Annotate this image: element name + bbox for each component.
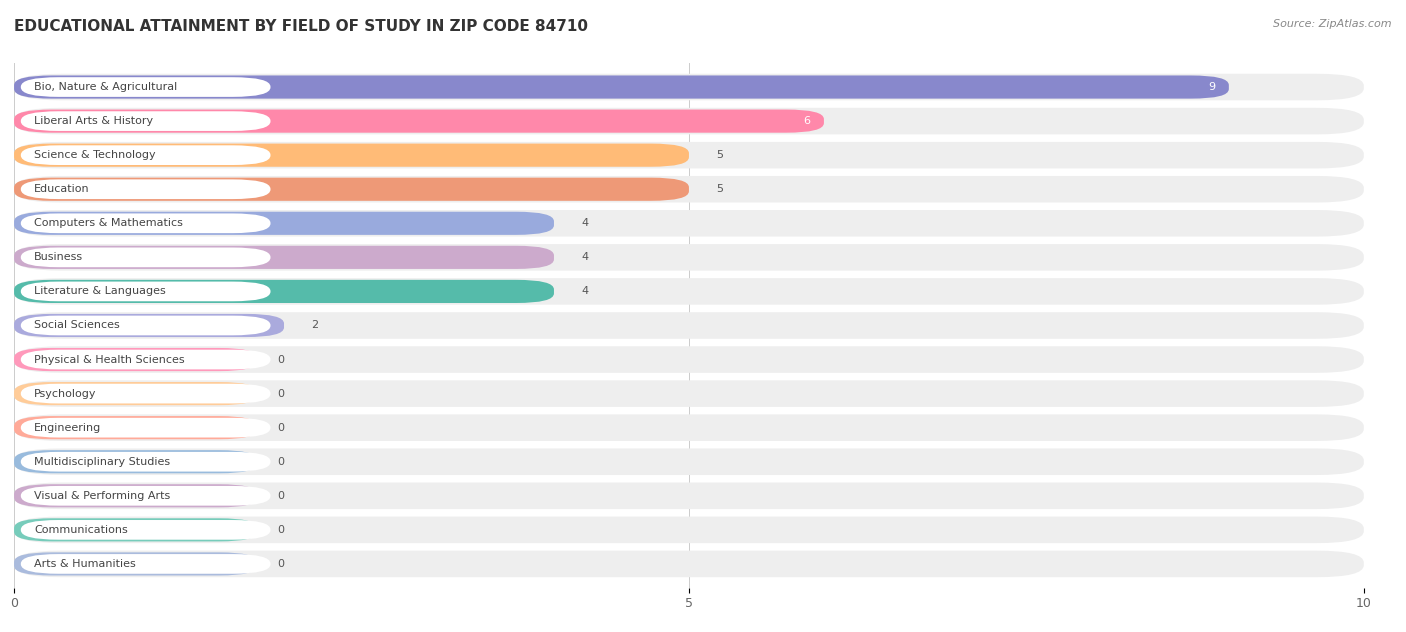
FancyBboxPatch shape [14,176,1364,202]
FancyBboxPatch shape [21,520,270,540]
FancyBboxPatch shape [14,142,1364,169]
Text: 5: 5 [716,150,723,160]
FancyBboxPatch shape [14,348,257,371]
Text: EDUCATIONAL ATTAINMENT BY FIELD OF STUDY IN ZIP CODE 84710: EDUCATIONAL ATTAINMENT BY FIELD OF STUDY… [14,19,588,34]
FancyBboxPatch shape [14,246,554,269]
Text: Multidisciplinary Studies: Multidisciplinary Studies [34,457,170,466]
FancyBboxPatch shape [21,111,270,131]
Text: 4: 4 [581,252,588,262]
Text: Education: Education [34,185,90,194]
Text: 5: 5 [716,185,723,194]
FancyBboxPatch shape [21,418,270,437]
FancyBboxPatch shape [21,554,270,574]
Text: 0: 0 [277,389,284,399]
Text: 0: 0 [277,423,284,433]
FancyBboxPatch shape [14,416,257,439]
Text: Source: ZipAtlas.com: Source: ZipAtlas.com [1274,19,1392,29]
FancyBboxPatch shape [14,278,1364,305]
FancyBboxPatch shape [21,77,270,97]
FancyBboxPatch shape [14,210,1364,236]
Text: 6: 6 [803,116,810,126]
Text: Visual & Performing Arts: Visual & Performing Arts [34,491,170,501]
Text: Communications: Communications [34,525,128,535]
Text: Social Sciences: Social Sciences [34,320,120,331]
FancyBboxPatch shape [14,482,1364,509]
FancyBboxPatch shape [14,550,1364,577]
FancyBboxPatch shape [21,349,270,369]
FancyBboxPatch shape [21,452,270,471]
FancyBboxPatch shape [21,179,270,199]
FancyBboxPatch shape [14,212,554,235]
FancyBboxPatch shape [14,484,257,507]
Text: Engineering: Engineering [34,423,101,433]
FancyBboxPatch shape [14,346,1364,373]
FancyBboxPatch shape [14,382,257,405]
FancyBboxPatch shape [14,244,1364,270]
FancyBboxPatch shape [14,178,689,201]
Text: 4: 4 [581,218,588,228]
FancyBboxPatch shape [14,109,824,133]
FancyBboxPatch shape [14,108,1364,135]
Text: 0: 0 [277,525,284,535]
FancyBboxPatch shape [14,516,1364,543]
Text: Psychology: Psychology [34,389,97,399]
Text: Arts & Humanities: Arts & Humanities [34,559,136,569]
FancyBboxPatch shape [14,518,257,542]
FancyBboxPatch shape [21,486,270,506]
FancyBboxPatch shape [21,282,270,301]
Text: Bio, Nature & Agricultural: Bio, Nature & Agricultural [34,82,177,92]
FancyBboxPatch shape [21,214,270,233]
FancyBboxPatch shape [14,552,257,576]
Text: 0: 0 [277,355,284,365]
FancyBboxPatch shape [14,415,1364,441]
FancyBboxPatch shape [14,312,1364,339]
Text: 2: 2 [311,320,318,331]
Text: 0: 0 [277,559,284,569]
Text: 0: 0 [277,457,284,466]
FancyBboxPatch shape [14,449,1364,475]
Text: Computers & Mathematics: Computers & Mathematics [34,218,183,228]
FancyBboxPatch shape [14,280,554,303]
FancyBboxPatch shape [21,315,270,336]
Text: Science & Technology: Science & Technology [34,150,156,160]
FancyBboxPatch shape [14,74,1364,100]
Text: Liberal Arts & History: Liberal Arts & History [34,116,153,126]
FancyBboxPatch shape [21,145,270,165]
Text: Literature & Languages: Literature & Languages [34,286,166,296]
FancyBboxPatch shape [21,384,270,403]
FancyBboxPatch shape [14,380,1364,407]
Text: 0: 0 [277,491,284,501]
Text: 4: 4 [581,286,588,296]
Text: Business: Business [34,252,83,262]
FancyBboxPatch shape [14,143,689,167]
FancyBboxPatch shape [14,75,1229,99]
FancyBboxPatch shape [14,450,257,473]
Text: Physical & Health Sciences: Physical & Health Sciences [34,355,186,365]
FancyBboxPatch shape [21,248,270,267]
Text: 9: 9 [1208,82,1215,92]
FancyBboxPatch shape [14,314,284,337]
